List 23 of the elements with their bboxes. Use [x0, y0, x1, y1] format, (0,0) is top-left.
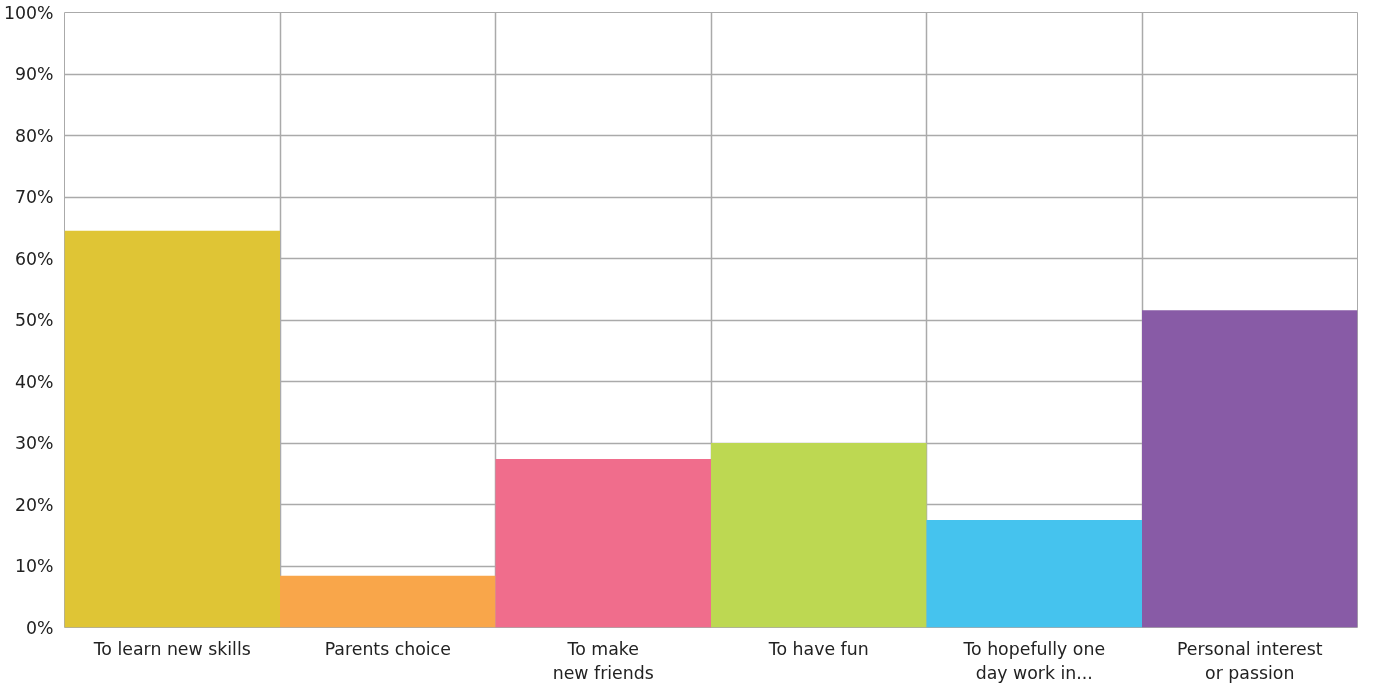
x-tick-label: To make new friends: [552, 638, 654, 683]
x-tick-label: To learn new skills: [92, 638, 251, 659]
x-tick-label: Parents choice: [324, 638, 451, 659]
y-tick-label: 60%: [14, 248, 54, 269]
y-tick-label: 70%: [14, 187, 54, 207]
bar: [1142, 310, 1358, 628]
bar: [64, 230, 280, 628]
y-tick-label: 20%: [14, 494, 54, 515]
bar: [926, 519, 1142, 628]
y-tick-label: 90%: [14, 64, 54, 84]
x-tick-label: Personal interest or passion: [1176, 638, 1323, 683]
bar: [495, 458, 711, 628]
y-tick-label: 100%: [3, 2, 54, 23]
y-tick-label: 10%: [14, 556, 54, 576]
y-tick-label: 40%: [14, 371, 54, 392]
x-tick-label: To hopefully one day work in...: [962, 638, 1106, 683]
y-tick-label: 0%: [26, 617, 54, 638]
y-tick-label: 80%: [14, 125, 54, 146]
y-tick-label: 30%: [14, 433, 54, 453]
x-tick-label: To have fun: [767, 638, 869, 659]
bar: [711, 443, 927, 628]
bar: [280, 575, 496, 628]
y-tick-label: 50%: [14, 310, 54, 330]
